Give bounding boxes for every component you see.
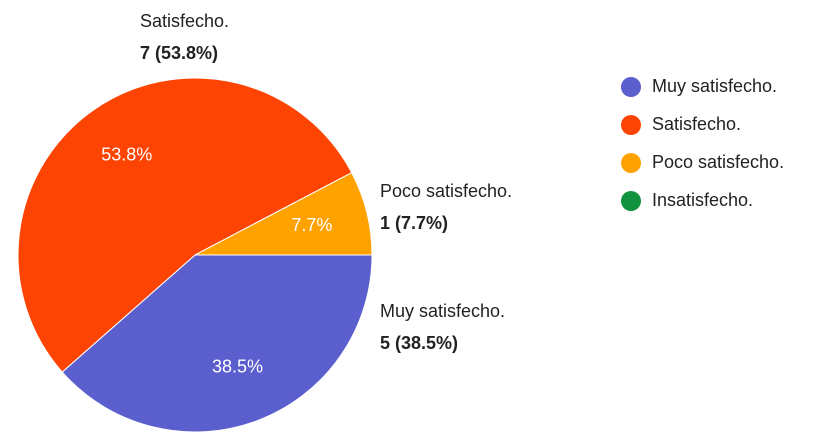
outside-label-count: 1 (7.7%)	[380, 213, 448, 233]
outside-label-name: Satisfecho.	[140, 11, 229, 31]
legend-label: Poco satisfecho.	[652, 152, 784, 172]
pie-slice	[17, 77, 353, 373]
legend-label: Muy satisfecho.	[652, 76, 777, 96]
pie-slice	[194, 171, 373, 256]
legend-label: Satisfecho.	[652, 114, 741, 134]
legend-swatch	[621, 115, 641, 135]
outside-label-count: 7 (53.8%)	[140, 43, 218, 63]
legend-swatch	[621, 191, 641, 211]
legend-swatch	[621, 153, 641, 173]
outside-label-name: Poco satisfecho.	[380, 181, 512, 201]
legend-label: Insatisfecho.	[652, 190, 753, 210]
pie-slice	[61, 254, 373, 433]
legend-swatch	[621, 77, 641, 97]
outside-label-name: Muy satisfecho.	[380, 301, 505, 321]
slice-label: 7.7%	[291, 215, 332, 235]
slice-label: 38.5%	[212, 356, 263, 376]
outside-label-count: 5 (38.5%)	[380, 333, 458, 353]
slice-label: 53.8%	[101, 145, 152, 165]
